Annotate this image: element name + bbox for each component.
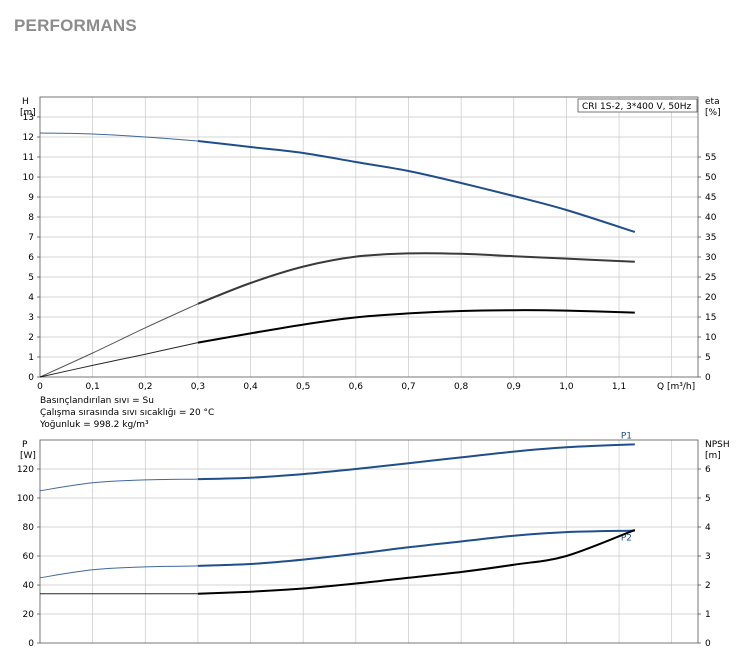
y-tick-label-left: 20 — [23, 610, 35, 620]
series-line-P2 — [197, 529, 635, 567]
y-tick-label-left: 1 — [28, 353, 34, 363]
y-tick-label-right: 0 — [705, 373, 711, 383]
x-tick-label: 0,9 — [507, 382, 522, 392]
y-axis-title-left: P — [22, 440, 28, 450]
y-tick-label-right: 5 — [705, 353, 711, 363]
series-line-s1 — [197, 252, 635, 305]
x-tick-label: 0,3 — [191, 382, 205, 392]
y-tick-label-left: 9 — [28, 193, 34, 203]
y-axis-unit-right: [m] — [705, 451, 721, 461]
y-axis-unit-left: [W] — [20, 451, 36, 461]
y-tick-label-left: 60 — [23, 552, 35, 562]
y-tick-label-right: 30 — [705, 253, 717, 263]
series-label-P2: P2 — [621, 534, 632, 544]
y-axis-title-right: NPSH — [705, 440, 730, 450]
y-tick-label-right: 25 — [705, 273, 716, 283]
condition-density: Yoğunluk = 998.2 kg/m³ — [40, 420, 149, 430]
y-tick-label-right: 20 — [705, 293, 717, 303]
y-tick-label-right: 0 — [705, 639, 711, 649]
y-tick-label-left: 10 — [23, 173, 35, 183]
series-line-P1 — [197, 443, 635, 481]
y-tick-label-right: 15 — [705, 313, 716, 323]
y-tick-label-left: 7 — [28, 233, 34, 243]
y-tick-label-left: 120 — [17, 465, 34, 475]
y-tick-label-left: 12 — [23, 133, 34, 143]
y-tick-label-right: 6 — [705, 465, 711, 475]
y-tick-label-left: 3 — [28, 313, 34, 323]
legend-box — [577, 98, 698, 113]
y-axis-title-left: H — [22, 97, 29, 107]
x-tick-label: 1,0 — [559, 382, 574, 392]
series-line-s0 — [197, 140, 636, 233]
series-line-thin-s0 — [39, 132, 198, 142]
y-tick-label-left: 4 — [28, 293, 34, 303]
y-tick-label-right: 3 — [705, 552, 711, 562]
y-tick-label-right: 2 — [705, 581, 711, 591]
condition-temperature: Çalışma sırasında sıvı sıcaklığı = 20 °C — [40, 408, 215, 418]
y-axis-title-right: eta — [705, 97, 720, 107]
y-tick-label-left: 0 — [28, 639, 34, 649]
y-tick-label-left: 80 — [23, 523, 35, 533]
y-tick-label-left: 100 — [17, 494, 34, 504]
y-tick-label-right: 50 — [705, 173, 717, 183]
series-line-s2 — [197, 528, 636, 595]
x-tick-label: 0,4 — [243, 382, 258, 392]
y-tick-label-right: 4 — [705, 523, 711, 533]
page-title: PERFORMANS — [14, 16, 137, 35]
x-tick-label: 0 — [37, 382, 43, 392]
legend-text: CRI 1S-2, 3*400 V, 50Hz — [582, 102, 692, 112]
y-tick-label-left: 40 — [23, 581, 35, 591]
y-tick-label-right: 35 — [705, 233, 716, 243]
y-tick-label-right: 45 — [705, 193, 716, 203]
x-axis-title: Q [m³/h] — [657, 382, 695, 392]
y-tick-label-left: 0 — [28, 373, 34, 383]
x-tick-label: 0,6 — [349, 382, 364, 392]
y-tick-label-left: 13 — [23, 113, 34, 123]
series-line-thin-s1 — [39, 303, 199, 378]
y-tick-label-left: 6 — [28, 253, 34, 263]
y-axis-unit-left: [m] — [20, 108, 36, 118]
y-tick-label-right: 10 — [705, 333, 717, 343]
y-tick-label-right: 1 — [705, 610, 711, 620]
y-axis-unit-right: [%] — [705, 108, 721, 118]
plot-frame — [39, 439, 699, 644]
x-tick-label: 0,7 — [401, 382, 415, 392]
y-tick-label-right: 5 — [705, 494, 711, 504]
series-line-thin-P1 — [39, 478, 198, 492]
y-tick-label-left: 2 — [28, 333, 34, 343]
y-tick-label-right: 55 — [705, 153, 716, 163]
y-tick-label-left: 8 — [28, 213, 34, 223]
series-line-s2 — [197, 309, 635, 344]
x-tick-label: 0,1 — [85, 382, 99, 392]
series-label-P1: P1 — [621, 431, 632, 441]
y-tick-label-right: 40 — [705, 213, 717, 223]
x-tick-label: 0,2 — [138, 382, 152, 392]
x-tick-label: 1,1 — [612, 382, 626, 392]
series-line-thin-P2 — [39, 565, 198, 579]
y-tick-label-left: 11 — [23, 153, 34, 163]
condition-liquid: Basınçlandırılan sıvı = Su — [40, 396, 154, 406]
series-line-thin-s2 — [39, 342, 199, 378]
x-tick-label: 0,5 — [296, 382, 310, 392]
x-tick-label: 0,8 — [454, 382, 469, 392]
y-tick-label-left: 5 — [28, 273, 34, 283]
